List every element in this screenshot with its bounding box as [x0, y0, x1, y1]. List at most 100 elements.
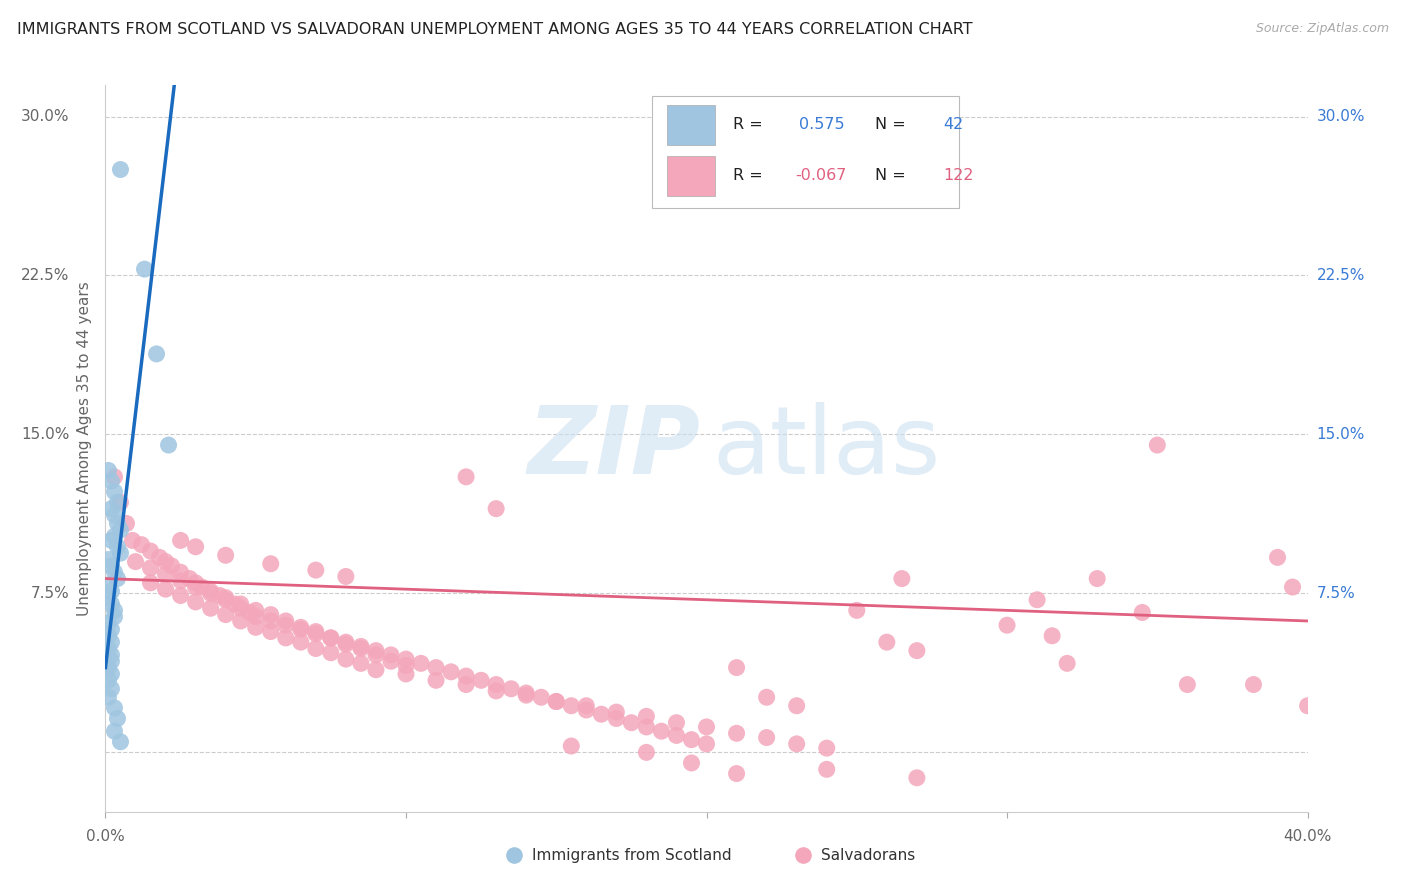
Point: [97, 641, 120, 656]
Point: [665, 715, 688, 730]
Point: [696, 737, 718, 751]
Point: [470, 673, 492, 688]
Point: [260, 557, 283, 571]
Point: [364, 643, 387, 657]
Point: [239, 606, 262, 620]
Text: 15.0%: 15.0%: [21, 427, 69, 442]
Point: [131, 538, 153, 552]
Point: [100, 681, 122, 696]
Text: Source: ZipAtlas.com: Source: ZipAtlas.com: [1256, 22, 1389, 36]
Text: N =: N =: [875, 168, 911, 183]
Point: [290, 623, 312, 637]
Point: [1267, 550, 1289, 565]
Point: [155, 555, 177, 569]
Text: 42: 42: [943, 117, 963, 132]
Point: [214, 548, 236, 562]
Point: [725, 766, 748, 780]
Point: [335, 635, 357, 649]
Point: [110, 523, 132, 537]
Point: [1146, 438, 1168, 452]
Text: 7.5%: 7.5%: [31, 586, 69, 601]
Point: [103, 724, 125, 739]
Point: [546, 694, 568, 708]
Point: [97, 616, 120, 631]
Point: [274, 618, 297, 632]
Point: [139, 575, 162, 590]
Point: [305, 624, 328, 639]
Point: [364, 663, 387, 677]
Point: [409, 657, 432, 671]
Point: [103, 609, 125, 624]
Point: [636, 709, 658, 723]
Point: [103, 484, 125, 499]
Point: [184, 595, 207, 609]
Point: [364, 648, 387, 662]
Point: [290, 635, 312, 649]
Point: [380, 654, 402, 668]
Point: [103, 470, 125, 484]
Point: [100, 533, 122, 548]
Point: [380, 648, 402, 662]
Point: [350, 657, 373, 671]
Point: [100, 597, 122, 611]
Point: [650, 724, 672, 739]
Point: [100, 558, 122, 573]
Point: [681, 756, 703, 770]
Point: [224, 597, 246, 611]
Point: [103, 566, 125, 580]
Point: [274, 614, 297, 628]
Point: [560, 698, 582, 713]
Point: [755, 690, 778, 705]
Point: [395, 652, 418, 666]
Bar: [666, 155, 714, 195]
Point: [100, 667, 122, 681]
Text: -0.067: -0.067: [796, 168, 846, 183]
Point: [169, 533, 191, 548]
FancyBboxPatch shape: [652, 95, 959, 209]
Point: [97, 578, 120, 592]
Point: [107, 711, 129, 725]
Text: R =: R =: [733, 117, 768, 132]
Point: [103, 529, 125, 543]
Point: [103, 701, 125, 715]
Point: [454, 677, 477, 691]
Point: [1056, 657, 1078, 671]
Point: [103, 508, 125, 522]
Point: [245, 620, 267, 634]
Point: [107, 495, 129, 509]
Point: [110, 546, 132, 560]
Point: [97, 552, 120, 566]
Point: [184, 580, 207, 594]
Text: 15.0%: 15.0%: [1316, 427, 1365, 442]
Point: [350, 640, 373, 654]
Point: [229, 614, 252, 628]
Point: [214, 592, 236, 607]
Point: [184, 575, 207, 590]
Point: [454, 669, 477, 683]
Text: 40.0%: 40.0%: [1284, 829, 1331, 844]
Point: [485, 677, 508, 691]
Text: N =: N =: [875, 117, 911, 132]
Point: [605, 711, 627, 725]
Point: [115, 516, 138, 531]
Point: [97, 690, 120, 705]
Point: [335, 637, 357, 651]
Point: [501, 681, 523, 696]
Point: [208, 589, 231, 603]
Point: [1026, 592, 1049, 607]
Point: [97, 629, 120, 643]
Point: [214, 591, 236, 605]
Text: Salvadorans: Salvadorans: [821, 847, 915, 863]
Point: [485, 684, 508, 698]
Point: [100, 654, 122, 668]
Point: [97, 660, 120, 674]
Point: [200, 586, 222, 600]
Point: [184, 540, 207, 554]
Point: [110, 495, 132, 509]
Point: [1281, 580, 1303, 594]
Point: [179, 572, 201, 586]
Point: [1085, 572, 1108, 586]
Point: [485, 501, 508, 516]
Point: [335, 569, 357, 583]
Text: 0.0%: 0.0%: [86, 829, 125, 844]
